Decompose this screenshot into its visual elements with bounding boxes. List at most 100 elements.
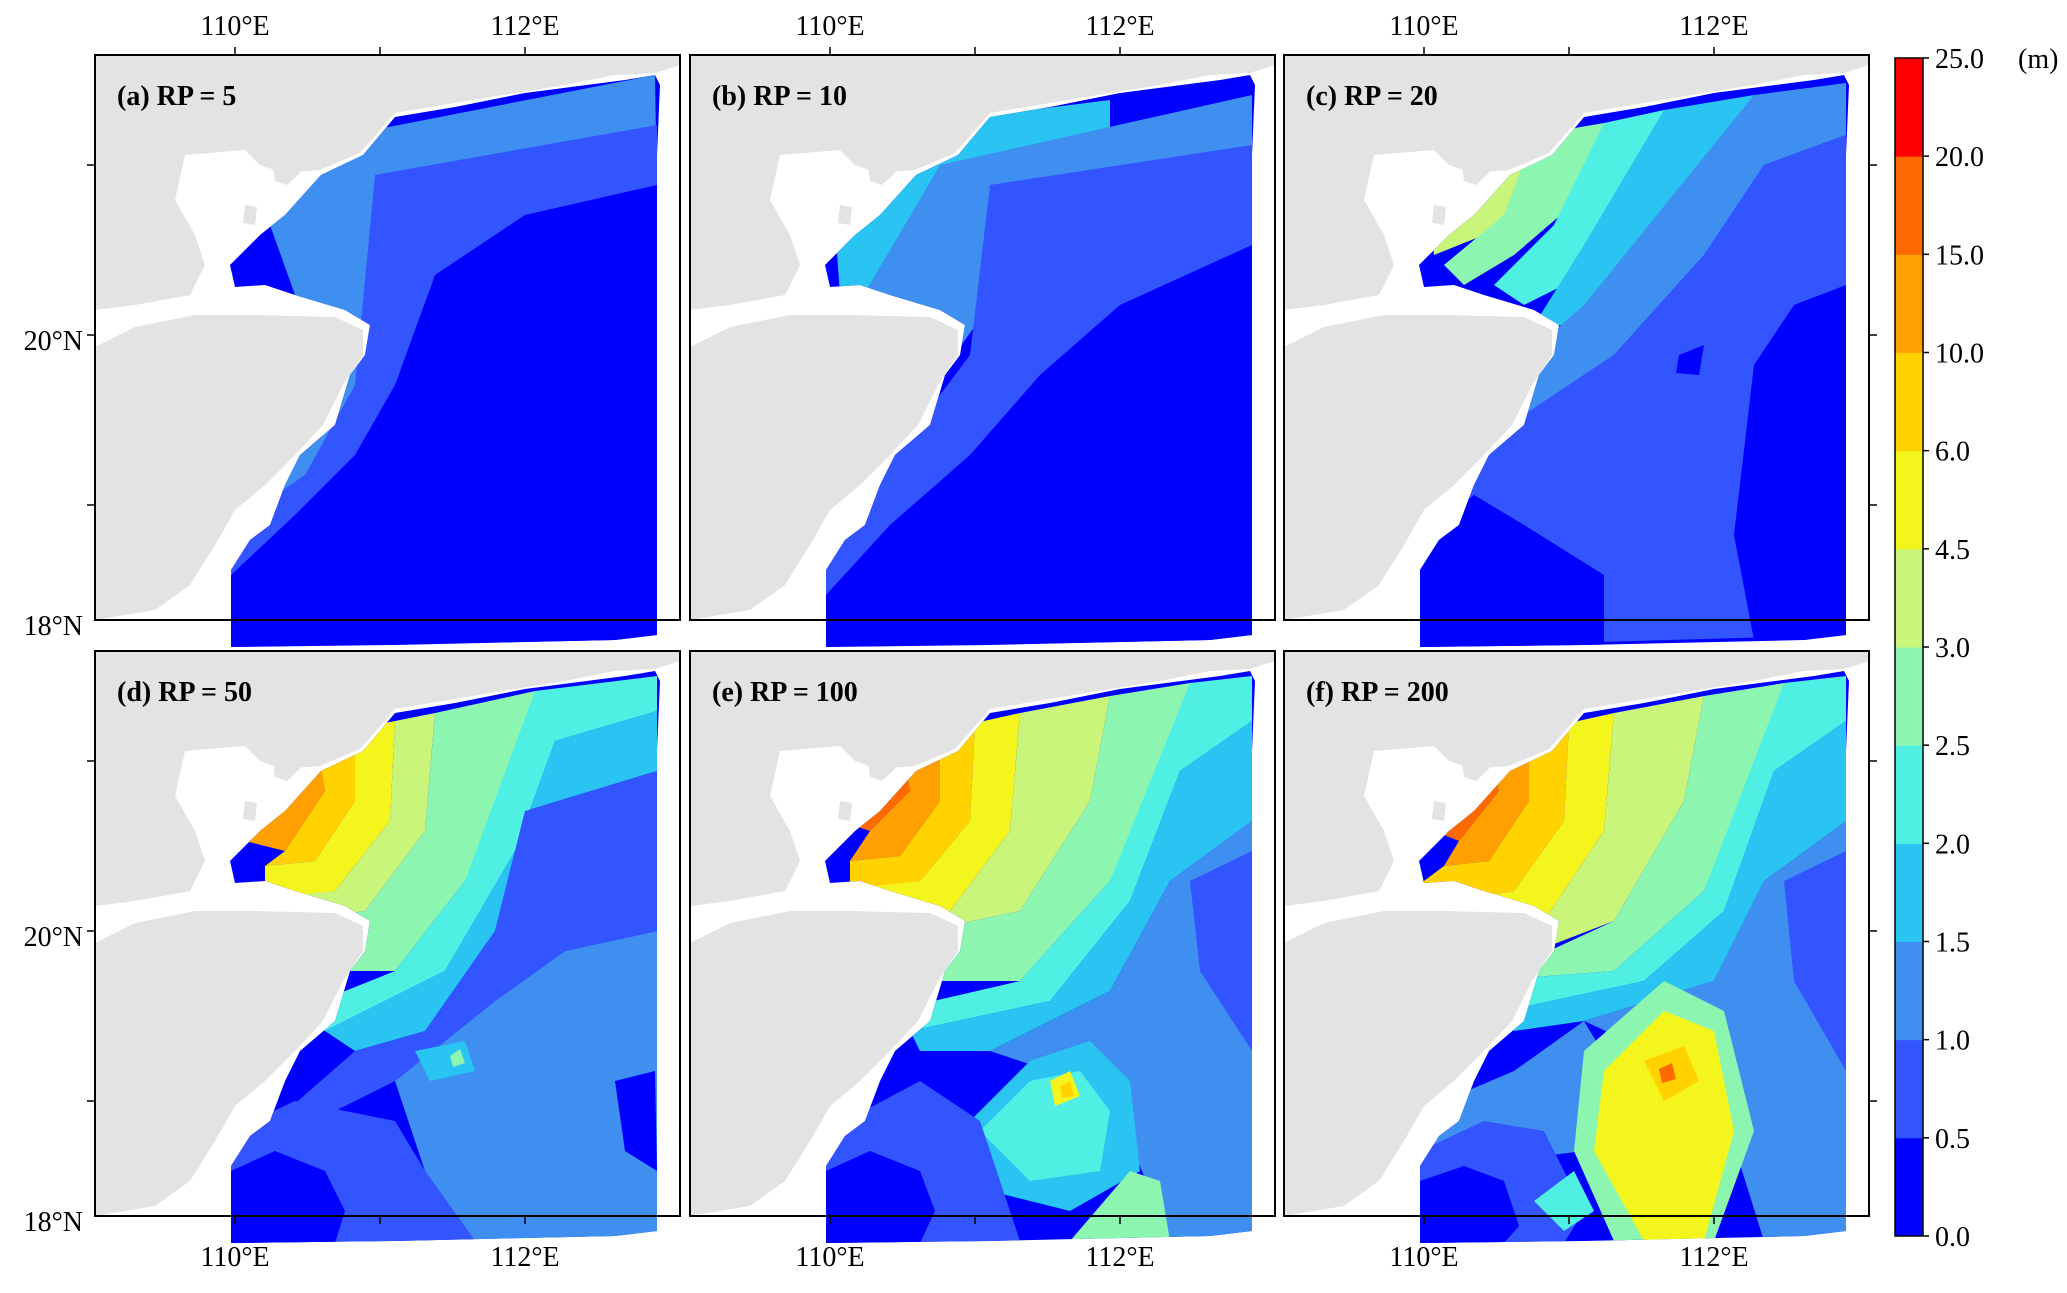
x-tick-label: 110°E [200, 11, 269, 42]
colorbar-segment [1895, 647, 1923, 746]
colorbar-level-label: 15.0 [1935, 240, 1984, 271]
island [868, 753, 895, 781]
y-tick-label: 18°N [24, 1207, 83, 1238]
contour-region [1190, 851, 1252, 1051]
colorbar-segment [1895, 843, 1923, 942]
island [273, 753, 300, 781]
land-mass [1284, 911, 1552, 1216]
contour-region [1424, 696, 1704, 971]
land-mass [1284, 651, 1869, 906]
contour-region [1594, 1011, 1734, 1241]
x-tick-label: 110°E [1389, 11, 1458, 42]
contour-region [235, 713, 435, 931]
x-tick-label: 110°E [200, 1242, 269, 1273]
panel-label: (c) RP = 20 [1306, 81, 1438, 112]
wave-height-contours [231, 676, 657, 1243]
island [868, 157, 895, 185]
island [1432, 205, 1446, 225]
colorbar-unit: (m) [2018, 44, 2058, 75]
island [838, 801, 852, 821]
x-tick-label: 112°E [1085, 1242, 1154, 1273]
panel-frame [1283, 650, 1870, 1217]
island [1462, 753, 1489, 781]
colorbar-level-label: 10.0 [1935, 339, 1984, 370]
contour-region [1420, 1166, 1519, 1243]
map-panel: (f) RP = 200 110°E 112°E [1283, 650, 1877, 1273]
land-mass [690, 315, 958, 620]
y-tick-label: 20°N [24, 326, 83, 357]
contour-region [295, 676, 657, 1031]
island [243, 205, 257, 225]
contour-region [826, 245, 1252, 647]
panel-label: (a) RP = 5 [117, 81, 236, 112]
y-tick-label: 20°N [24, 922, 83, 953]
colorbar-level-label: 4.5 [1935, 535, 1970, 566]
contour-region [1420, 495, 1604, 647]
contour-region [1424, 713, 1614, 941]
contour-region [1484, 683, 1784, 981]
land-mass [690, 651, 1275, 906]
wave-height-contours [1420, 676, 1846, 1243]
x-tick-label: 110°E [795, 11, 864, 42]
colorbar-segment [1895, 58, 1923, 157]
colorbar-level-label: 20.0 [1935, 142, 1984, 173]
colorbar-level-label: 1.0 [1935, 1026, 1970, 1057]
land-mass [95, 55, 680, 310]
island [838, 205, 852, 225]
panel-frame [1283, 54, 1870, 621]
contour-region [890, 676, 1252, 1031]
colorbar-level-label: 0.0 [1935, 1222, 1970, 1253]
map-panel: (c) RP = 20 110°E 112°E [1283, 11, 1877, 647]
colorbar-level-label: 3.0 [1935, 633, 1970, 664]
map-panel: (b) RP = 10 110°E 112°E [689, 11, 1276, 647]
colorbar-level-label: 2.0 [1935, 829, 1970, 860]
panel-frame [689, 650, 1276, 1217]
contour-region [980, 1071, 1110, 1181]
contour-region [235, 691, 535, 971]
contour-region [231, 1151, 345, 1243]
panel-frame [94, 650, 681, 1217]
colorbar-level-label: 6.0 [1935, 437, 1970, 468]
contour-region [1534, 95, 1754, 325]
panel-label: (f) RP = 200 [1306, 677, 1449, 708]
panel-frame [689, 54, 1276, 621]
colorbar-level-label: 1.5 [1935, 928, 1970, 959]
colorbar-level-label: 25.0 [1935, 44, 1984, 75]
island [273, 157, 300, 185]
panel-label: (b) RP = 10 [712, 81, 847, 112]
contour-region [325, 711, 657, 1051]
island [243, 801, 257, 821]
panel-frame [94, 54, 681, 621]
colorbar-segment [1895, 156, 1923, 255]
contour-region [395, 931, 657, 1241]
colorbar-segment [1895, 254, 1923, 353]
x-tick-label: 112°E [1085, 11, 1154, 42]
contour-region [830, 713, 1020, 931]
contour-region [615, 1071, 657, 1171]
contour-region [1504, 721, 1846, 1031]
land-mass [1284, 55, 1869, 310]
panel-label: (d) RP = 50 [117, 677, 252, 708]
colorbar-segment [1895, 450, 1923, 550]
map-panel: (a) RP = 5 110°E 112°E 20°N 18°N [24, 11, 681, 647]
colorbar-segment [1895, 352, 1923, 452]
contour-region [1494, 110, 1664, 305]
land-mass [95, 651, 680, 906]
contour-region [1504, 83, 1846, 415]
colorbar-level-label: 2.5 [1935, 731, 1970, 762]
map-panel: (e) RP = 100 110°E 112°E [689, 650, 1276, 1273]
panel-label: (e) RP = 100 [712, 677, 858, 708]
contour-region [1659, 1063, 1676, 1083]
colorbar-segment [1895, 941, 1923, 1041]
land-mass [95, 911, 363, 1216]
x-tick-label: 112°E [1679, 1242, 1748, 1273]
x-tick-label: 110°E [1389, 1242, 1458, 1273]
contour-region [830, 683, 1190, 981]
colorbar: 0.0 0.5 1.0 1.5 2.0 2.5 3.0 4.5 6.0 10.0 15.0 20.0 2… [1894, 44, 2058, 1253]
island [1432, 801, 1446, 821]
colorbar-segment [1895, 1137, 1923, 1237]
contour-region [1444, 123, 1604, 285]
island [1462, 157, 1489, 185]
contour-region [231, 185, 657, 647]
